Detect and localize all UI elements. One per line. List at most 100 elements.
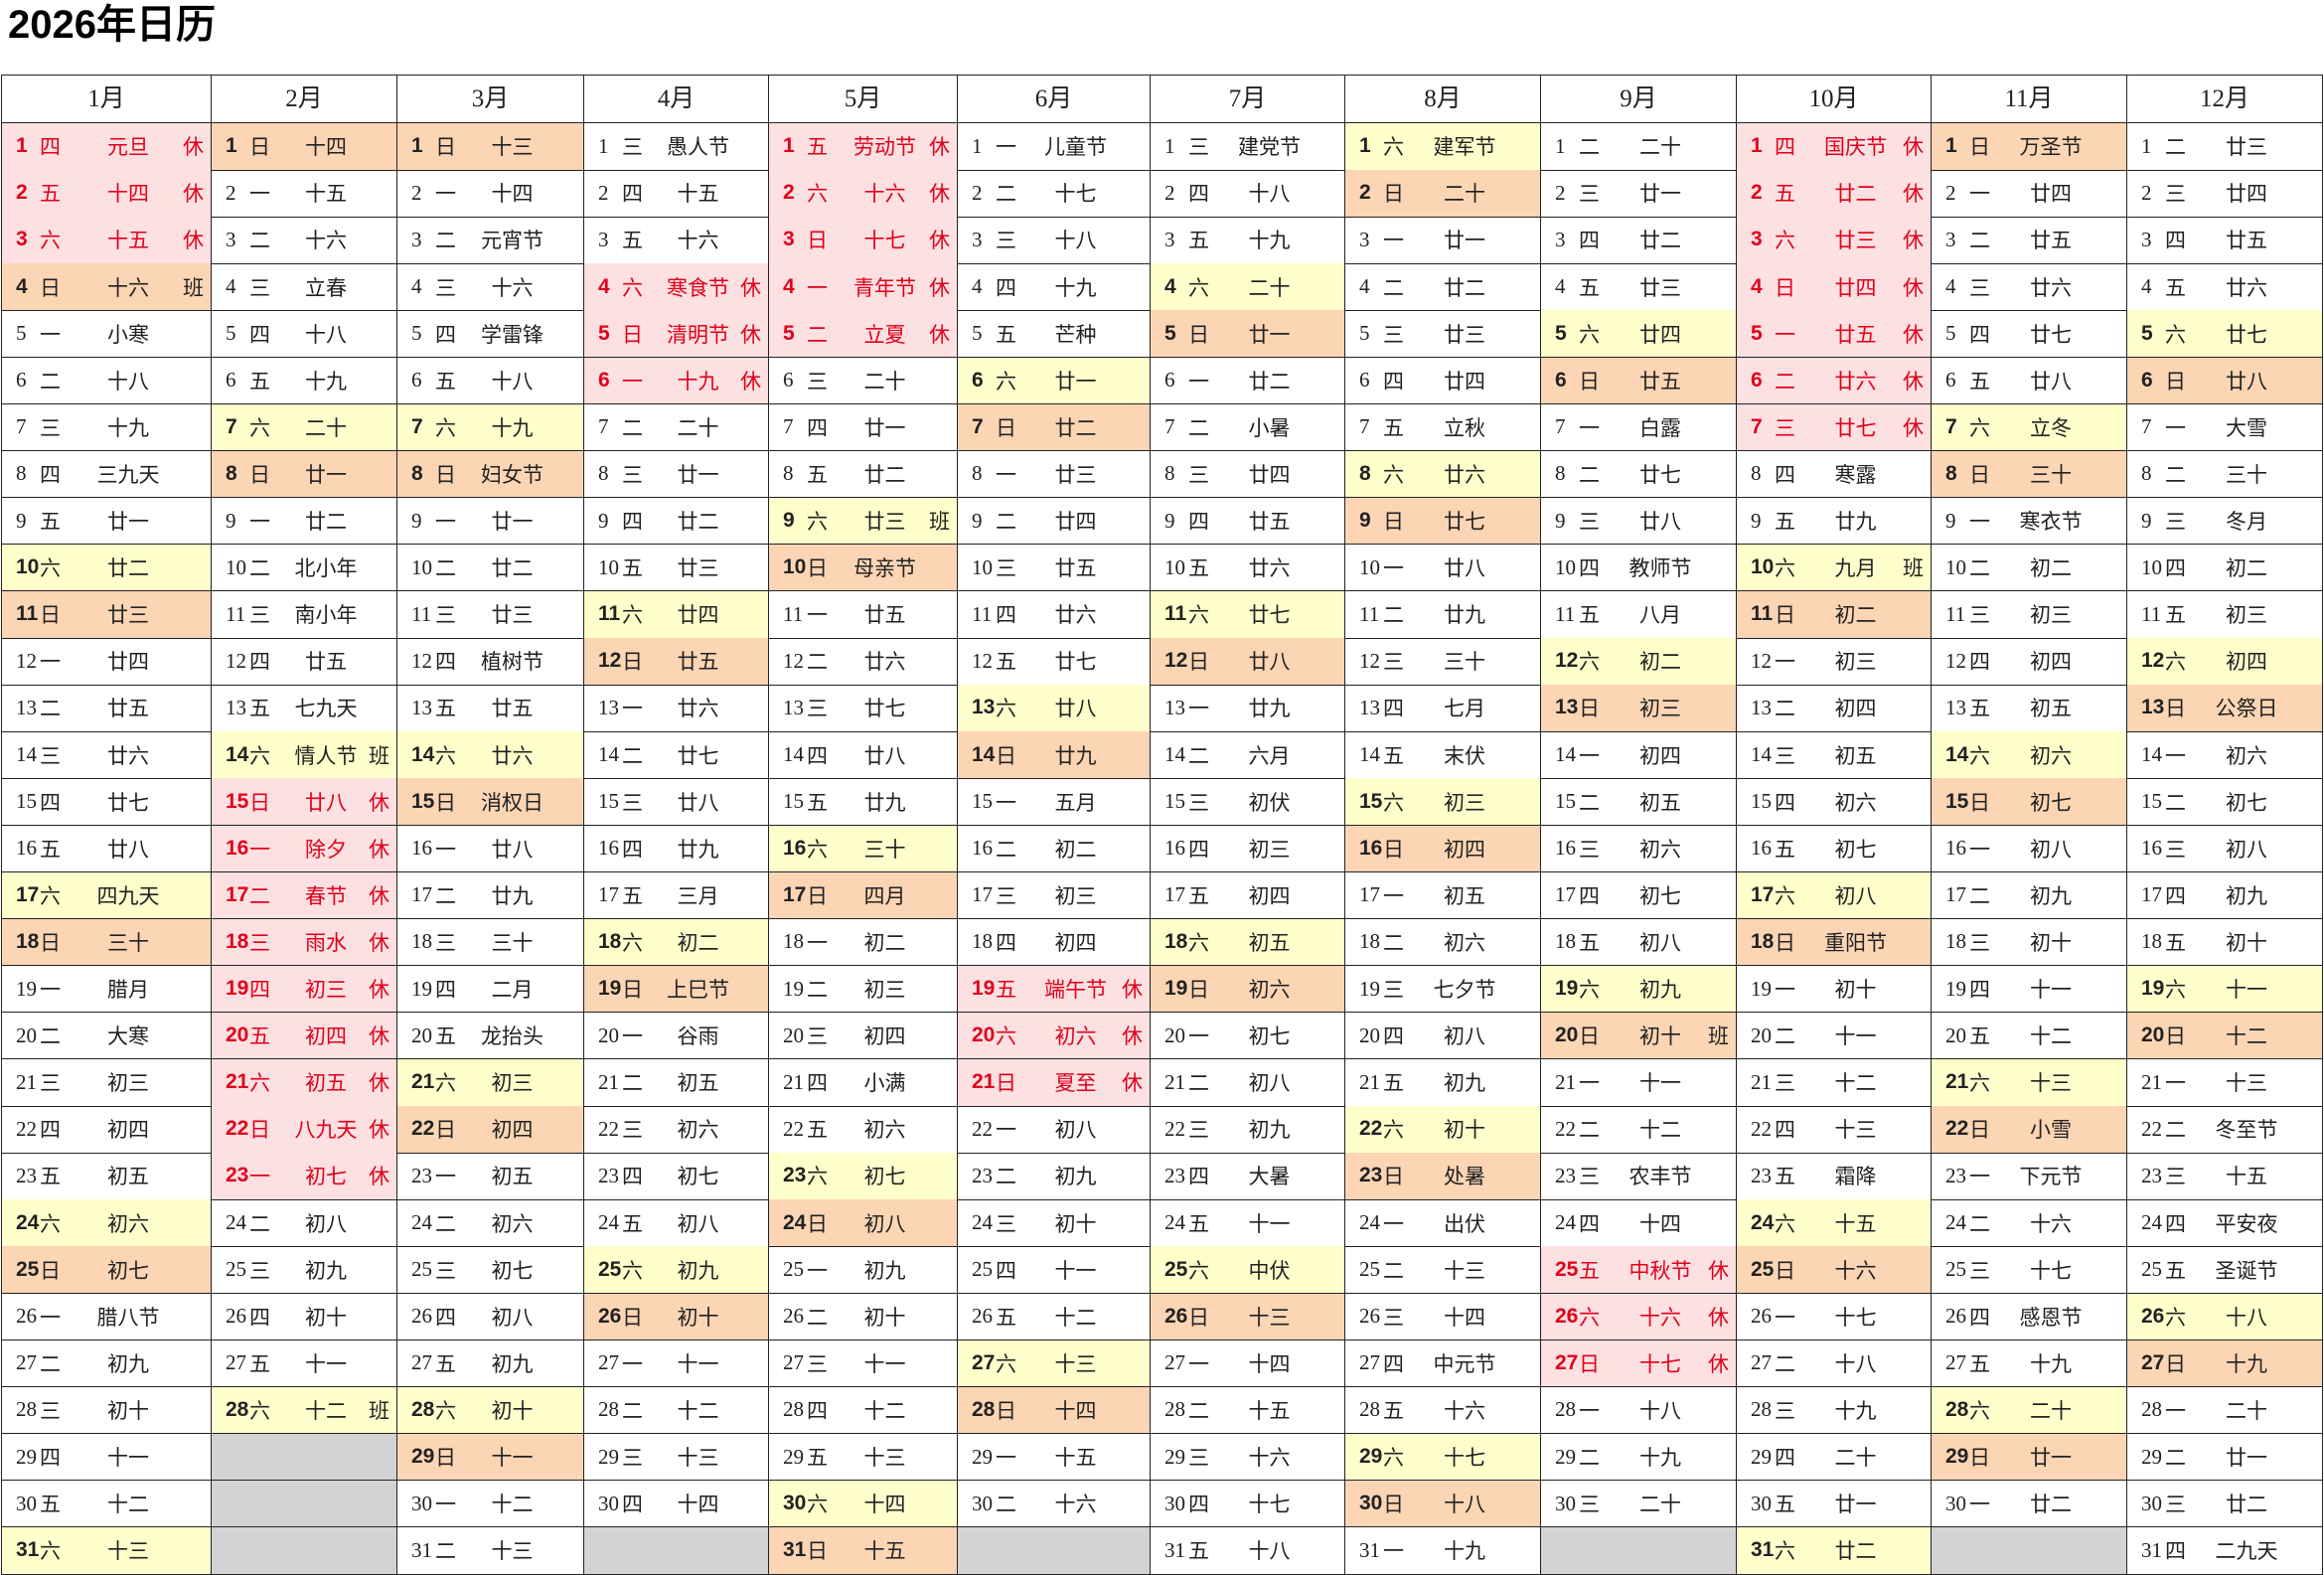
lunar-text: 初八	[863, 1211, 906, 1236]
day-number: 4	[2141, 274, 2152, 299]
day-mark: 休	[1122, 1071, 1143, 1096]
day-number: 7	[1555, 414, 1566, 439]
weekday: 二	[1579, 1446, 1600, 1471]
weekday: 日	[1383, 182, 1404, 207]
day-number: 8	[226, 461, 237, 485]
day-number: 7	[226, 414, 237, 438]
day-number: 3	[1359, 227, 1370, 251]
lunar-text: 十一	[2030, 978, 2072, 1003]
day-cell: 25 三初九	[212, 1246, 397, 1294]
lunar-text: 初四	[107, 1118, 149, 1143]
lunar-text: 初八	[1054, 1118, 1097, 1143]
day-cell: 25 日十六	[1737, 1246, 1932, 1294]
empty-cell	[584, 1527, 769, 1575]
lunar-text: 初五	[1444, 883, 1485, 908]
day-number: 21	[598, 1069, 619, 1094]
day-number: 3	[598, 227, 609, 251]
day-mark: 休	[1903, 322, 1924, 347]
day-cell: 7 二二十	[584, 403, 769, 452]
day-number: 26	[411, 1304, 432, 1329]
day-cell: 17 日四月	[769, 871, 958, 920]
weekday: 日	[807, 229, 828, 253]
day-number: 21	[2141, 1069, 2162, 1094]
day-mark: 休	[1903, 182, 1924, 207]
weekday: 六	[1775, 556, 1795, 581]
weekday: 六	[1579, 650, 1600, 675]
day-number: 31	[783, 1538, 807, 1562]
lunar-text: 立冬	[2030, 415, 2072, 440]
day-cell: 8 二廿七	[1541, 450, 1737, 499]
day-cell: 17 五初四	[1151, 871, 1345, 920]
day-cell: 4 一青年节休	[769, 263, 958, 311]
lunar-text: 初八	[677, 1211, 719, 1236]
lunar-text: 初七	[2030, 790, 2072, 815]
day-cell: 26 四感恩节	[1932, 1293, 2127, 1341]
lunar-text: 廿六	[107, 743, 149, 768]
day-cell: 14 二廿七	[584, 731, 769, 779]
empty-cell	[212, 1433, 397, 1482]
day-number: 17	[783, 882, 807, 906]
day-cell: 22 日小雪	[1932, 1106, 2127, 1154]
lunar-text: 十八	[305, 322, 347, 347]
day-cell: 12 二廿六	[769, 638, 958, 686]
day-number: 3	[783, 228, 795, 251]
day-number: 9	[411, 508, 422, 533]
lunar-text: 芒种	[1054, 322, 1097, 347]
lunar-text: 廿八	[2226, 369, 2267, 394]
lunar-text: 大暑	[1248, 1165, 1291, 1189]
weekday: 五	[1775, 837, 1795, 862]
day-number: 14	[1555, 742, 1576, 767]
day-cell: 24 四平安夜	[2127, 1199, 2323, 1247]
day-number: 14	[1359, 742, 1380, 767]
weekday: 五	[1188, 1539, 1209, 1564]
weekday: 二	[1188, 415, 1209, 440]
day-cell: 15 日消权日	[397, 778, 584, 826]
weekday: 一	[2165, 743, 2186, 768]
day-cell: 20 六初六休	[958, 1012, 1151, 1060]
weekday: 一	[1579, 1071, 1600, 1096]
lunar-text: 初七	[677, 1165, 719, 1189]
day-number: 25	[1555, 1257, 1579, 1281]
lunar-text: 农丰节	[1628, 1165, 1692, 1189]
day-cell: 29 一十五	[958, 1433, 1151, 1482]
day-cell: 4 二廿二	[1345, 263, 1541, 311]
lunar-text: 二十	[677, 415, 719, 440]
day-number: 10	[16, 555, 40, 579]
day-number: 24	[226, 1210, 246, 1235]
day-cell: 24 五十一	[1151, 1199, 1345, 1247]
day-number: 20	[1555, 1024, 1579, 1047]
day-number: 19	[1359, 976, 1380, 1001]
weekday: 五	[622, 1211, 643, 1236]
day-cell: 4 日廿四休	[1737, 263, 1932, 311]
day-number: 10	[1164, 554, 1185, 579]
lunar-text: 廿五	[305, 650, 347, 675]
day-number: 27	[783, 1350, 804, 1375]
lunar-text: 十二	[863, 1398, 906, 1423]
day-cell: 6 四廿四	[1345, 357, 1541, 405]
day-cell: 15 二初七	[2127, 778, 2323, 826]
day-number: 13	[226, 695, 246, 719]
weekday: 二	[1579, 135, 1600, 160]
day-cell: 18 三雨水休	[212, 918, 397, 967]
lunar-text: 劳动节	[853, 135, 916, 160]
weekday: 三	[249, 1258, 270, 1283]
day-number: 23	[1945, 1163, 1966, 1187]
lunar-text: 初四	[491, 1118, 534, 1143]
day-cell: 18 五初八	[1541, 918, 1737, 967]
day-cell: 18 六初五	[1151, 918, 1345, 967]
month-header: 9月	[1541, 75, 1737, 123]
weekday: 一	[40, 322, 61, 347]
day-number: 19	[2141, 977, 2165, 1001]
lunar-text: 初十	[2030, 930, 2072, 955]
weekday: 日	[1579, 1024, 1600, 1049]
weekday: 日	[435, 790, 456, 815]
day-number: 25	[226, 1257, 246, 1282]
weekday: 四	[2165, 1211, 2186, 1236]
lunar-text: 初六	[1248, 978, 1291, 1003]
day-number: 5	[1751, 321, 1763, 345]
lunar-text: 八九天	[294, 1118, 358, 1143]
lunar-text: 十一	[863, 1351, 906, 1376]
day-number: 11	[16, 602, 39, 626]
lunar-text: 廿九	[1054, 743, 1097, 768]
day-number: 25	[2141, 1257, 2162, 1282]
